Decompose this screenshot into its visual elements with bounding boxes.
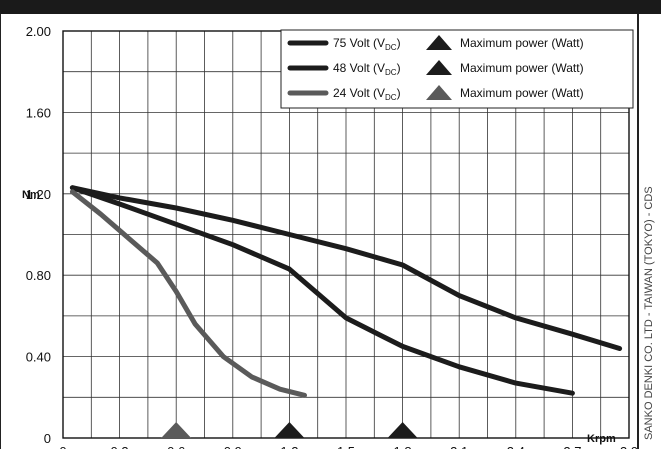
legend-label-1: 75 Volt (VDC) — [333, 36, 401, 52]
x-tick-label: 1.5 — [337, 444, 355, 449]
max-power-marker-1 — [387, 422, 418, 438]
series-lines — [69, 185, 623, 398]
legend-triangle-3 — [426, 85, 452, 100]
x-axis-label: Krpm — [587, 433, 616, 445]
x-tick-label: 0.6 — [167, 444, 185, 449]
legend-power-label-3: Maximum power (Watt) — [460, 86, 584, 100]
legend-label-2: 48 Volt (VDC) — [333, 61, 401, 77]
y-tick-label: 0 — [44, 431, 51, 446]
x-tick-label: 2.4 — [507, 444, 525, 449]
y-tick-label: 0.80 — [26, 268, 51, 283]
series-line-3 — [69, 189, 307, 398]
y-tick-label: 0.40 — [26, 350, 51, 365]
y-tick-label: 1.20 — [26, 187, 51, 202]
x-tick-label: 3.0 — [620, 444, 638, 449]
x-tick-label: 1.2 — [280, 444, 298, 449]
legend: 75 Volt (VDC) Maximum power (Watt) 48 Volt… — [280, 29, 634, 109]
series-line-1 — [69, 185, 623, 351]
x-tick-label: 1.8 — [394, 444, 412, 449]
legend-power-label-1: Maximum power (Watt) — [460, 36, 584, 50]
legend-triangle-1 — [426, 35, 452, 50]
legend-triangle-2 — [426, 60, 452, 75]
x-tick-label: 0 — [59, 444, 66, 449]
max-power-marker-2 — [274, 422, 305, 438]
y-tick-label: 1.60 — [26, 105, 51, 120]
y-tick-label: 2.00 — [26, 24, 51, 39]
legend-box — [280, 29, 634, 109]
legend-label-3: 24 Volt (VDC) — [333, 86, 401, 102]
x-tick-label: 0.9 — [224, 444, 242, 449]
x-tick-label: 2.1 — [450, 444, 468, 449]
y-axis-label: Nm — [22, 189, 40, 201]
max-power-markers — [161, 422, 418, 438]
x-tick-label: 0.3 — [111, 444, 129, 449]
side-caption: SANKO DENKI CO. LTD - TAIWAN (TOKYO) - C… — [643, 186, 655, 440]
legend-power-label-2: Maximum power (Watt) — [460, 61, 584, 75]
x-tick-label: 2.7 — [563, 444, 581, 449]
series-line-2 — [69, 185, 575, 396]
top-band — [0, 0, 661, 14]
max-power-marker-3 — [161, 422, 192, 438]
